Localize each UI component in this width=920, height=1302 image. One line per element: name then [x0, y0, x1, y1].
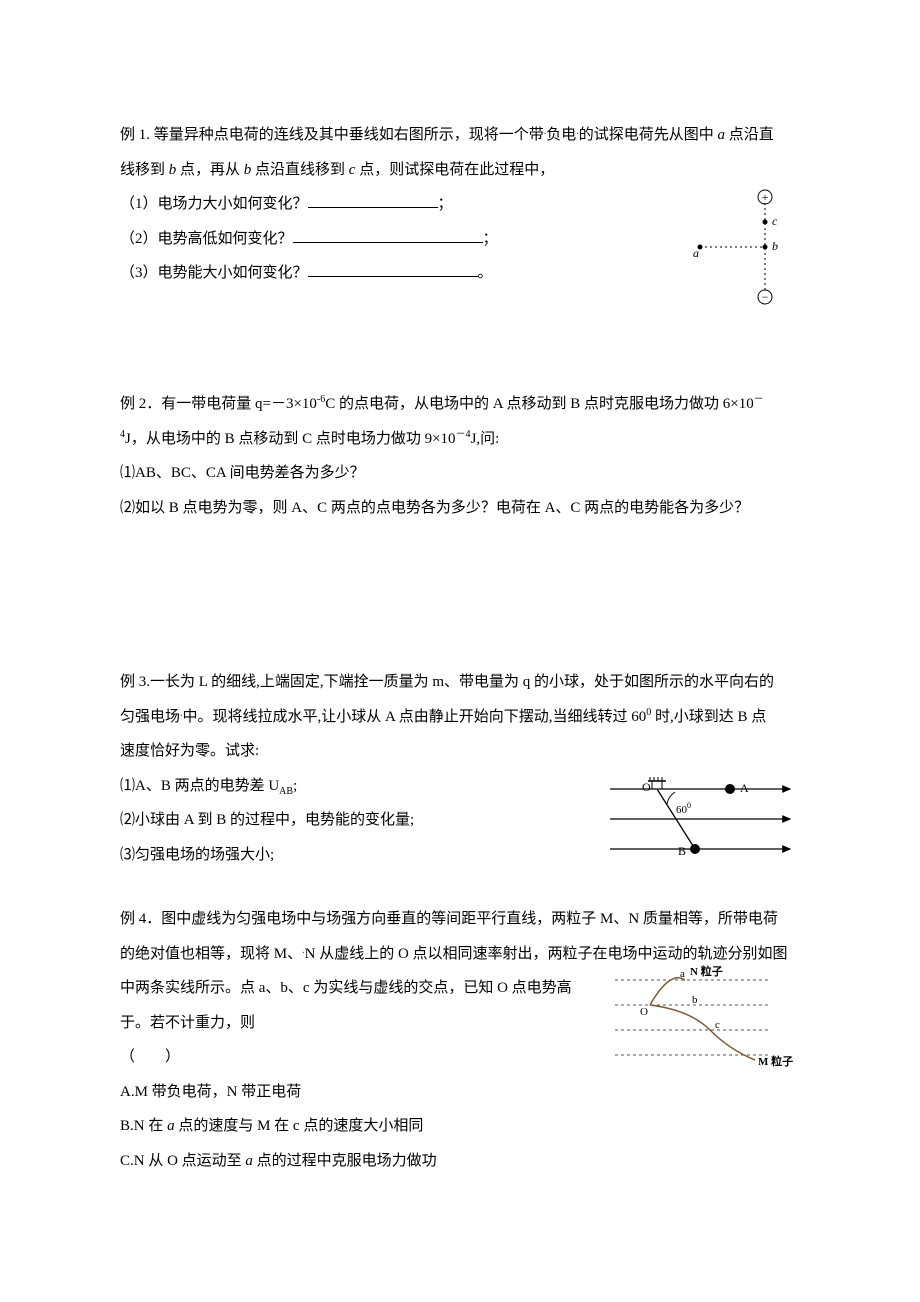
ex3-q1a: ⑴A、B 两点的电势差 U: [120, 778, 279, 794]
ex4-l2b: 从虚线上的 O 点以相同速率射出，两粒子在电场中运动的轨迹分别如图: [315, 946, 787, 962]
ex4-Bi: a: [167, 1118, 175, 1134]
ex2-l2c: J,问:: [471, 431, 500, 447]
label-c: c: [772, 214, 778, 228]
ex2-q1: ⑴AB、BC、CA 间电势差各为多少？: [120, 456, 800, 491]
ex4-l3b: 。若不计重力，则: [135, 1015, 255, 1031]
minus-icon: −: [762, 290, 769, 304]
ex2-l2b: J，从电场中的 B 点移动到 C 点时电场力做功 9×10: [125, 431, 456, 447]
label-b: b: [772, 239, 778, 253]
ex4-line1: 例 4．图中虚线为匀强电场中与场强方向垂直的等间距平行直线，两粒子 M、N 质量…: [120, 902, 800, 937]
ex1-q2-end: ；: [483, 231, 498, 247]
blank: [308, 192, 438, 208]
ex3-line1: 例 3.一长为 L 的细线,上端固定,下端拴一质量为 m、带电量为 q 的小球，…: [120, 665, 800, 700]
ex1-q1-text: （1）电场力大小如何变化？: [120, 196, 308, 212]
ex4-B: B.N 在 a 点的速度与 M 在 c 点的速度大小相同: [120, 1109, 800, 1144]
ex4-l2n: N: [305, 946, 316, 962]
blank: [293, 227, 483, 243]
ex3-q1sub: AB: [279, 786, 293, 797]
ex4-Bb: 点的速度与 M 在 c 点的速度大小相同: [175, 1118, 424, 1134]
ex2-l1b: C 的点电荷，从电场中的 A 点移动到 B 点时克服电场力做功 6×10: [325, 396, 753, 412]
label-M: M 粒子: [758, 1054, 793, 1068]
ex1-a: a: [718, 127, 726, 143]
ex2-exp2: －: [754, 394, 764, 405]
example-3: 例 3.一长为 L 的细线,上端固定,下端拴一质量为 m、带电量为 q 的小球，…: [120, 665, 800, 872]
ex4-Ci: a: [245, 1153, 253, 1169]
ex2-line2: 4J，从电场中的 B 点移动到 C 点时电场力做功 9×10－4J,问:: [120, 422, 800, 457]
ex1-q2-text: （2）电势高低如何变化？: [120, 231, 293, 247]
label-O: O: [642, 780, 651, 794]
label-O: O: [640, 1006, 648, 1018]
label-A: A: [740, 781, 749, 795]
example-1: 例 1. 等量异种点电荷的连线及其中垂线如右图所示，现将一个带.负电.的试探电荷…: [120, 118, 800, 307]
ex1-l2c: 点沿直线移到: [251, 162, 349, 178]
ex2-exp1: -6: [317, 394, 325, 405]
ex3-line3: 速度恰好为零。试求:: [120, 734, 800, 769]
plus-icon: +: [762, 190, 769, 204]
ex1-line2: 线移到 b 点，再从 b 点沿直线移到 c 点，则试探电荷在此过程中，: [120, 153, 800, 188]
label-B: B: [678, 844, 686, 858]
ex1-l2d: 点，则试探电荷在此过程中，: [355, 162, 554, 178]
ex1-figure: + − c b a: [680, 187, 800, 307]
ex4-A: A.M 带负电荷，N 带正电荷: [120, 1075, 800, 1110]
ex4-Cb: 点的过程中克服电场力做功: [253, 1153, 437, 1169]
ex1-q3-end: 。: [478, 265, 493, 281]
ex3-l2c: 时,小球到达 B 点: [651, 709, 766, 725]
page: 例 1. 等量异种点电荷的连线及其中垂线如右图所示，现将一个带.负电.的试探电荷…: [0, 0, 920, 1302]
ex1-line1: 例 1. 等量异种点电荷的连线及其中垂线如右图所示，现将一个带.负电.的试探电荷…: [120, 118, 800, 153]
ex4-l2a: 的绝对值也相等，现将 M、: [120, 946, 302, 962]
ex2-line1: 例 2．有一带电荷量 q=－3×10-6C 的点电荷，从电场中的 A 点移动到 …: [120, 387, 800, 422]
ex2-q2: ⑵如以 B 点电势为零，则 A、C 两点的点电势各为多少？电荷在 A、C 两点的…: [120, 491, 800, 526]
label-b: b: [692, 994, 698, 1006]
ex1-q1-end: ；: [438, 196, 453, 212]
ex4-line2: 的绝对值也相等，现将 M、.N 从虚线上的 O 点以相同速率射出，两粒子在电场中…: [120, 937, 800, 972]
ex3-line2: 匀强电场.中。现将线拉成水平,让小球从 A 点由静止开始向下摆动,当细线转过 6…: [120, 700, 800, 735]
label-angle: 600: [676, 801, 691, 816]
blank: [308, 261, 478, 277]
ex1-l1b: 的试探电荷先从图中: [579, 127, 718, 143]
ex3-q1b: ;: [293, 778, 297, 794]
ex4-C: C.N 从 O 点运动至 a 点的过程中克服电场力做功: [120, 1144, 800, 1179]
ex1-l1a: 例 1. 等量异种点电荷的连线及其中垂线如右图所示，现将一个带: [120, 127, 544, 143]
example-4: 例 4．图中虚线为匀强电场中与场强方向垂直的等间距平行直线，两粒子 M、N 质量…: [120, 902, 800, 1178]
spacer: [120, 317, 800, 387]
ex1-l1c: 点沿直: [725, 127, 774, 143]
ex4-Ba: B.N 在: [120, 1118, 167, 1134]
ex3-figure: O A B 600: [600, 769, 800, 869]
ex1-l2: 线移到: [120, 162, 169, 178]
ex1-l2b: 点，再从: [176, 162, 244, 178]
ex4-figure: a O b c N 粒子 M 粒子: [610, 965, 800, 1075]
label-a: a: [693, 246, 699, 260]
ex1-q3-text: （3）电势能大小如何变化？: [120, 265, 308, 281]
ex2-l1a: 例 2．有一带电荷量 q=－3×10: [120, 396, 317, 412]
ex2-exp3: －4: [456, 429, 471, 440]
ex4-Ca: C.N 从 O 点运动至: [120, 1153, 245, 1169]
spacer: [120, 882, 800, 902]
ex3-l2a: 匀强电场: [120, 709, 180, 725]
spacer: [120, 535, 800, 665]
ex3-l2b: 中。现将线拉成水平,让小球从 A 点由静止开始向下摆动,当细线转过 60: [183, 709, 647, 725]
ex1-neg: 负电: [546, 127, 576, 143]
label-c: c: [715, 1019, 720, 1031]
example-2: 例 2．有一带电荷量 q=－3×10-6C 的点电荷，从电场中的 A 点移动到 …: [120, 387, 800, 525]
